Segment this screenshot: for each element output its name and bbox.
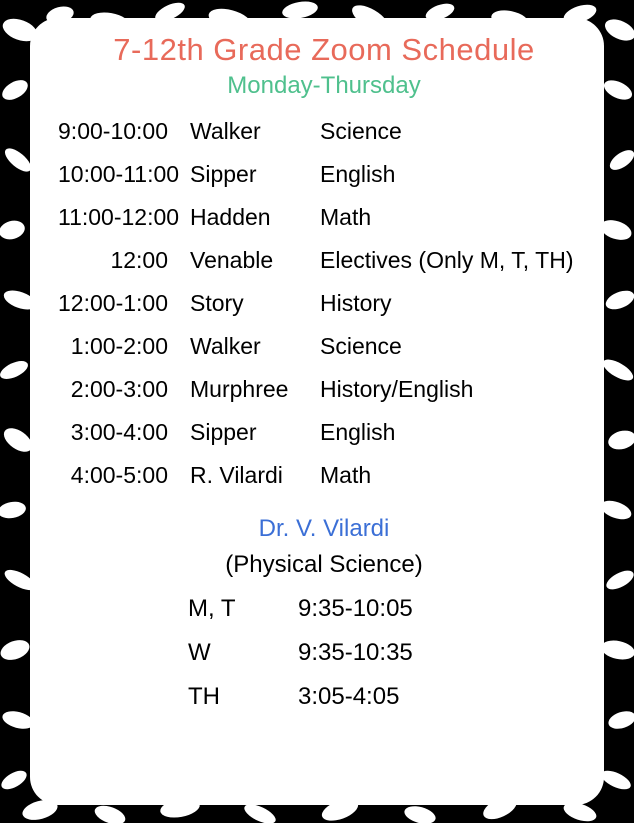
schedule-time: 12:00 [58,249,190,272]
schedule-time: 10:00-11:00 [58,163,190,186]
page-subtitle: Monday-Thursday [58,72,590,100]
schedule-time: 2:00-3:00 [58,378,190,401]
section2-day: W [188,639,298,667]
schedule-subject: History/English [320,378,590,401]
schedule-subject: History [320,292,590,315]
section2-title: Dr. V. Vilardi [58,515,590,543]
schedule-teacher: R. Vilardi [190,464,320,487]
schedule-teacher: Murphree [190,378,320,401]
section2-day: M, T [188,595,298,623]
schedule-time: 3:00-4:00 [58,421,190,444]
schedule-row: 9:00-10:00WalkerScience [58,110,590,153]
schedule-row: 3:00-4:00SipperEnglish [58,411,590,454]
schedule-table: 9:00-10:00WalkerScience10:00-11:00Sipper… [58,110,590,497]
schedule-subject: English [320,421,590,444]
schedule-time: 12:00-1:00 [58,292,190,315]
schedule-card: 7-12th Grade Zoom Schedule Monday-Thursd… [30,18,604,805]
schedule-row: 12:00-1:00StoryHistory [58,282,590,325]
schedule-subject: Science [320,335,590,358]
schedule-row: 2:00-3:00MurphreeHistory/English [58,368,590,411]
section2-row: TH3:05-4:05 [188,675,590,719]
schedule-subject: Science [320,120,590,143]
schedule-row: 12:00VenableElectives (Only M, T, TH) [58,239,590,282]
schedule-teacher: Venable [190,249,320,272]
schedule-time: 4:00-5:00 [58,464,190,487]
schedule-teacher: Sipper [190,421,320,444]
schedule-teacher: Walker [190,120,320,143]
schedule-teacher: Sipper [190,163,320,186]
section2-time: 9:35-10:35 [298,639,590,667]
schedule-subject: Math [320,206,590,229]
page-title: 7-12th Grade Zoom Schedule [58,32,590,68]
schedule-subject: Electives (Only M, T, TH) [320,249,590,272]
section2-subtitle: (Physical Science) [58,551,590,579]
schedule-row: 4:00-5:00R. VilardiMath [58,454,590,497]
section2-row: W9:35-10:35 [188,631,590,675]
schedule-teacher: Walker [190,335,320,358]
schedule-time: 11:00-12:00 [58,206,190,229]
section2-time: 9:35-10:05 [298,595,590,623]
section2-time: 3:05-4:05 [298,683,590,711]
schedule-row: 10:00-11:00SipperEnglish [58,153,590,196]
section-physical-science: Dr. V. Vilardi (Physical Science) M, T9:… [58,515,590,719]
section2-table: M, T9:35-10:05W9:35-10:35TH3:05-4:05 [58,587,590,719]
schedule-row: 1:00-2:00WalkerScience [58,325,590,368]
schedule-time: 1:00-2:00 [58,335,190,358]
schedule-teacher: Story [190,292,320,315]
schedule-time: 9:00-10:00 [58,120,190,143]
section2-day: TH [188,683,298,711]
schedule-subject: Math [320,464,590,487]
schedule-teacher: Hadden [190,206,320,229]
schedule-subject: English [320,163,590,186]
section2-row: M, T9:35-10:05 [188,587,590,631]
schedule-row: 11:00-12:00HaddenMath [58,196,590,239]
